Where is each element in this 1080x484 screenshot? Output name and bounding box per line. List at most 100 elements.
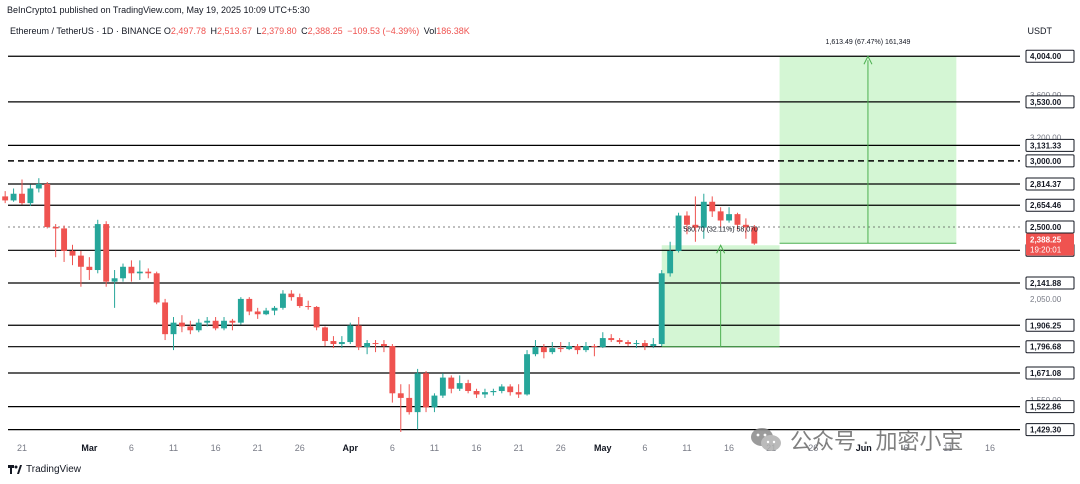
time-tick-label: 16 (985, 443, 995, 453)
candle-body (103, 224, 110, 282)
legend-high: H2,513.67 (210, 26, 253, 36)
candle-body (641, 343, 648, 347)
candle-body (221, 320, 227, 329)
candle-body (616, 340, 623, 343)
candle-body (574, 346, 581, 351)
watermark-text: 公众号 · 加密小宝 (790, 429, 964, 454)
measure-zones (661, 56, 957, 347)
measure-label: 1,613.49 (67.47%) 161,349 (826, 39, 911, 46)
candle-body (153, 273, 160, 303)
level-tag-label: 2,654.46 (1030, 201, 1062, 210)
candle-body (128, 266, 135, 274)
level-tag (1025, 423, 1075, 437)
candle-body (490, 391, 497, 393)
candle-body (77, 255, 84, 267)
current-price-label: 2,388.25 (1030, 236, 1062, 245)
candle-body (322, 327, 328, 342)
candle-body (381, 344, 387, 347)
tradingview-icon (8, 465, 22, 474)
price-axis: 3,600.003,200.002,800.002,050.001,550.00… (1025, 49, 1075, 437)
candle-body (94, 224, 101, 271)
candle-body (439, 377, 446, 396)
candle-body (482, 392, 488, 395)
candle-body (599, 338, 606, 348)
time-tick-label: 6 (903, 443, 908, 453)
candle-body (279, 293, 286, 308)
legend-change: −109.53 (−4.39%) (347, 26, 420, 36)
candle-body (2, 196, 9, 201)
candle-body (633, 343, 640, 345)
time-tick-label: 26 (295, 443, 305, 453)
time-tick-label: 11 (430, 443, 439, 453)
level-tag (1025, 138, 1075, 152)
candle-body (717, 211, 724, 221)
candle-body (549, 348, 556, 353)
candle-body (162, 302, 169, 335)
candle-body (212, 320, 219, 329)
candle-body (650, 344, 657, 347)
time-tick-label: 26 (808, 443, 818, 453)
tradingview-brand: TradingView (26, 464, 82, 475)
time-tick-label: 6 (129, 443, 134, 453)
candle-body (591, 346, 598, 348)
candle-body (330, 341, 337, 345)
level-tag-label: 1,796.68 (1030, 343, 1062, 352)
candle-body (507, 386, 514, 393)
candle-body (338, 342, 345, 345)
candle-body (473, 391, 480, 395)
level-tag-label: 1,429.30 (1030, 426, 1062, 435)
candle-body (675, 215, 682, 251)
time-tick-label: 21 (17, 443, 27, 453)
candle-body (566, 346, 573, 350)
candle-body (364, 343, 371, 348)
candle-body (726, 214, 733, 221)
candle-body (355, 325, 362, 348)
tradingview-logo[interactable]: TradingView (8, 464, 81, 475)
time-tick-label: 11 (682, 443, 691, 453)
candle-body (557, 348, 564, 350)
candle-body (583, 346, 589, 351)
level-tag-label: 4,004.00 (1030, 52, 1062, 61)
candle-body (372, 343, 379, 345)
candle-body (389, 346, 396, 394)
candle-body (178, 322, 185, 327)
candle-body (540, 347, 547, 353)
candle-body (111, 278, 118, 282)
candle-body (170, 322, 177, 335)
candle-body (515, 392, 522, 395)
measure-label: 580.70 (32.11%) 58,070 (683, 226, 758, 233)
time-tick-label: Jun (856, 443, 872, 453)
candle-body (296, 297, 303, 307)
candle-body (136, 271, 143, 274)
candle-body (625, 342, 631, 345)
level-tag (1025, 154, 1075, 168)
time-tick-label: Mar (81, 443, 98, 453)
level-tag-label: 3,000.00 (1030, 157, 1062, 166)
level-tag-label: 1,906.25 (1030, 321, 1062, 330)
countdown-label: 19:20:01 (1030, 246, 1062, 255)
candle-body (187, 326, 194, 331)
level-tag-label: 1,671.08 (1030, 369, 1062, 378)
candle-body (52, 226, 59, 229)
candle-body (86, 266, 93, 271)
legend-close: C2,388.25 (301, 26, 343, 36)
candle-body (692, 224, 699, 228)
candle-body (271, 307, 278, 311)
candle-body (27, 188, 34, 204)
price-tick-label: 3,600.00 (1030, 91, 1062, 100)
candle-body (397, 393, 404, 398)
candle-body (195, 322, 202, 331)
candle-body (44, 183, 51, 227)
candle-body (709, 201, 716, 212)
time-tick-label: 6 (390, 443, 395, 453)
legend-low: L2,379.80 (256, 26, 297, 36)
candle-body (608, 338, 615, 341)
zone-annotations: 580.70 (32.11%) 58,070 1,613.49 (67.47%) … (661, 39, 957, 348)
candle-body (347, 325, 354, 343)
level-tag (1025, 366, 1075, 380)
candle-body (263, 310, 270, 315)
candle-body (204, 320, 211, 323)
time-tick-label: 16 (472, 443, 482, 453)
candle-body (414, 373, 421, 413)
